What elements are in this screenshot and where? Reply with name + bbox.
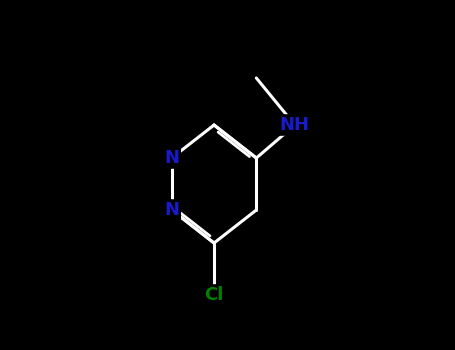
Text: Cl: Cl bbox=[204, 286, 224, 304]
Text: N: N bbox=[164, 201, 179, 219]
Text: N: N bbox=[164, 149, 179, 167]
Text: NH: NH bbox=[280, 116, 310, 134]
